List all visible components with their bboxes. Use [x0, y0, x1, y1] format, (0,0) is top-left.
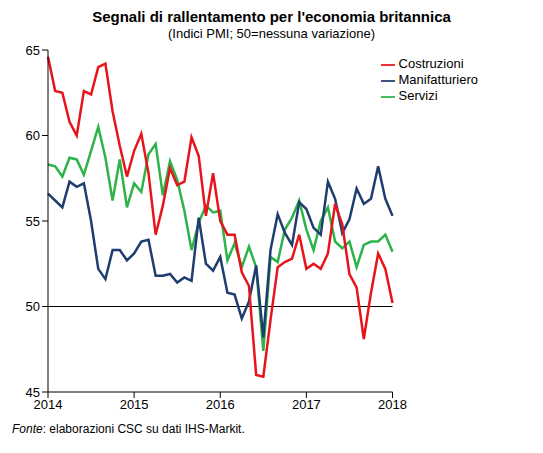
- svg-text:50: 50: [26, 299, 40, 314]
- svg-text:55: 55: [26, 214, 40, 229]
- svg-text:45: 45: [26, 385, 40, 400]
- svg-text:2018: 2018: [378, 397, 407, 412]
- svg-text:2017: 2017: [292, 397, 321, 412]
- svg-text:65: 65: [26, 43, 40, 58]
- svg-text:2016: 2016: [206, 397, 235, 412]
- html-text:Manifatturiero: Manifatturiero: [398, 72, 478, 87]
- html-text:Costruzioni: Costruzioni: [398, 56, 464, 71]
- html-text:Fonte: elaborazioni CSC su dat: Fonte: elaborazioni CSC su dati IHS-Mark…: [12, 422, 245, 436]
- html-text:Segnali di rallentamento per l: Segnali di rallentamento per l'economia …: [92, 8, 451, 25]
- svg-text:60: 60: [26, 128, 40, 143]
- svg-text:2014: 2014: [33, 397, 63, 413]
- html-text:(Indici PMI; 50=nessuna variaz: (Indici PMI; 50=nessuna variazione): [168, 26, 375, 41]
- html-text:Servizi: Servizi: [398, 88, 438, 103]
- svg-text:2015: 2015: [120, 397, 149, 412]
